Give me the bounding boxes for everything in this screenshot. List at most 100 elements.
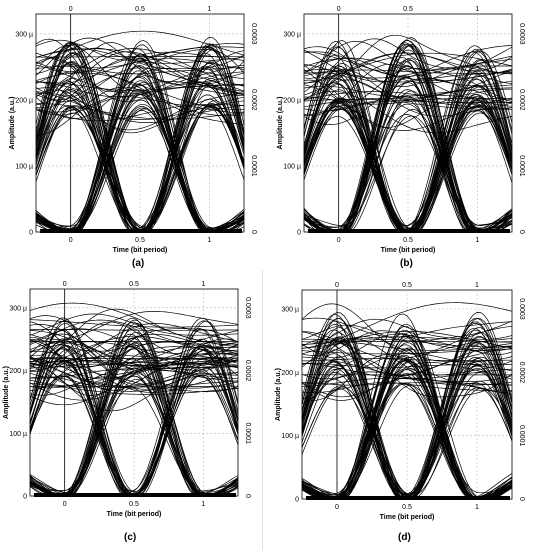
x-tick-label-bottom: 0: [63, 501, 67, 508]
eye-trace: [36, 81, 245, 91]
y-tick-label-right: 0.0001: [250, 155, 257, 177]
x-tick-label-top: 0.5: [402, 282, 412, 289]
y-tick-label-right: 0.0003: [250, 23, 257, 45]
y-tick-label-right: 0.0001: [518, 155, 525, 177]
y-tick-label-left: 100 µ: [283, 163, 301, 170]
y-tick-label-left: 200 µ: [281, 370, 299, 377]
eye-diagram-panel-b: 0 0.5 1 0 0.5 1 0 100 µ 200 µ 300 µ 0 0.0001 0.0002 0…: [268, 0, 536, 275]
eye-trace: [302, 338, 513, 351]
eye-trace: [29, 319, 239, 348]
panel-label-a: (a): [132, 258, 145, 269]
eye-trace: [303, 74, 513, 229]
x-axis-label: Time (bit period): [107, 511, 162, 518]
eye-trace: [29, 350, 239, 393]
eye-diagram-panel-c: 0 0.5 1 0 0.5 1 0 100 µ 200 µ 300 µ 0 0.0001 0.0002 0…: [0, 275, 268, 550]
x-tick-label-bottom: 0: [337, 237, 341, 244]
y-tick-label-left: 0: [29, 230, 33, 237]
x-tick-label-top: 1: [475, 6, 479, 13]
eye-trace: [303, 72, 513, 99]
y-tick-label-right: 0.0003: [518, 23, 525, 45]
y-tick-label-right: 0.0003: [244, 297, 251, 319]
y-tick-label-left: 0: [297, 230, 301, 237]
eye-trace: [301, 348, 513, 355]
eye-trace: [303, 34, 513, 80]
y-tick-label-left: 300 µ: [281, 307, 299, 314]
x-tick-label-bottom: 1: [207, 237, 211, 244]
eye-trace: [301, 318, 513, 345]
x-tick-label-bottom: 0.5: [403, 237, 413, 244]
eye-trace: [29, 339, 239, 385]
eye-trace: [29, 342, 239, 389]
y-axis-label: Amplitude (a.u.): [9, 97, 16, 150]
y-tick-label-right: 0.0002: [250, 89, 257, 111]
eye-trace: [29, 387, 239, 492]
eye-trace: [35, 80, 245, 230]
panel-label-d: (d): [398, 532, 411, 543]
x-tick-label-bottom: 0.5: [129, 501, 139, 508]
eye-trace: [302, 358, 513, 362]
y-tick-label-left: 0: [295, 497, 299, 504]
y-tick-label-right: 0.0003: [518, 298, 525, 320]
y-tick-label-left: 100 µ: [9, 431, 27, 438]
eye-trace: [29, 355, 239, 406]
y-tick-label-left: 0: [23, 494, 27, 501]
eye-trace: [301, 361, 513, 496]
y-tick-label-right: 0.0002: [244, 360, 251, 382]
eye-trace: [303, 97, 513, 110]
eye-trace: [29, 382, 239, 395]
x-tick-label-bottom: 0.5: [402, 504, 412, 511]
x-tick-label-top: 0: [337, 6, 341, 13]
eye-trace: [301, 339, 512, 349]
eye-trace: [29, 333, 239, 371]
y-tick-label-right: 0: [250, 230, 257, 234]
y-tick-label-left: 200 µ: [15, 97, 33, 104]
eye-trace: [35, 73, 245, 101]
eye-trace: [29, 353, 239, 401]
eye-trace: [35, 64, 245, 94]
x-tick-label-top: 1: [201, 281, 205, 288]
eye-trace: [35, 104, 245, 231]
y-axis-label: Amplitude (a.u.): [3, 366, 10, 419]
eye-trace: [303, 38, 513, 79]
eye-trace: [35, 81, 245, 113]
eye-trace: [303, 91, 513, 110]
x-tick-label-bottom: 0.5: [135, 237, 145, 244]
y-tick-label-left: 100 µ: [15, 163, 33, 170]
eye-trace: [29, 313, 239, 336]
x-tick-label-bottom: 0: [69, 237, 73, 244]
x-tick-label-top: 1: [475, 282, 479, 289]
eye-trace: [303, 90, 513, 134]
eye-trace: [35, 89, 245, 134]
y-tick-label-left: 200 µ: [283, 97, 301, 104]
x-tick-label-top: 1: [207, 6, 211, 13]
x-axis-label: Time (bit period): [380, 514, 435, 521]
eye-trace: [35, 100, 245, 228]
panel-divider: [262, 270, 263, 550]
y-axis-label: Amplitude (a.u.): [275, 368, 282, 421]
x-tick-label-top: 0.5: [135, 6, 145, 13]
eye-trace: [303, 50, 513, 82]
eye-trace: [303, 98, 513, 103]
eye-trace: [303, 69, 513, 83]
x-tick-label-top: 0.5: [129, 281, 139, 288]
eye-trace: [29, 362, 239, 368]
eye-trace: [30, 358, 239, 380]
eye-trace: [303, 63, 513, 79]
eye-diagram-panel-d: 0 0.5 1 0 0.5 1 0 100 µ 200 µ 300 µ 0 0.0001 0.0002 0…: [268, 275, 536, 550]
y-tick-label-right: 0.0002: [518, 362, 525, 384]
eye-trace: [35, 96, 245, 116]
eye-trace: [35, 48, 245, 64]
y-tick-label-left: 200 µ: [9, 368, 27, 375]
y-axis-label: Amplitude (a.u.): [277, 97, 284, 150]
x-tick-label-bottom: 1: [475, 504, 479, 511]
eye-trace: [301, 358, 513, 405]
eye-trace: [29, 321, 239, 373]
y-tick-label-right: 0.0001: [244, 423, 251, 445]
eye-trace: [29, 356, 239, 364]
y-tick-label-left: 100 µ: [281, 433, 299, 440]
x-tick-label-top: 0: [69, 6, 73, 13]
y-tick-label-right: 0: [244, 494, 251, 498]
eye-diagram-a: 0 0.5 1 0 0.5 1 0 100 µ 200 µ 300 µ 0 0.0001 0.0002 0…: [9, 6, 257, 254]
eye-trace: [29, 311, 239, 340]
eye-trace: [303, 51, 513, 227]
